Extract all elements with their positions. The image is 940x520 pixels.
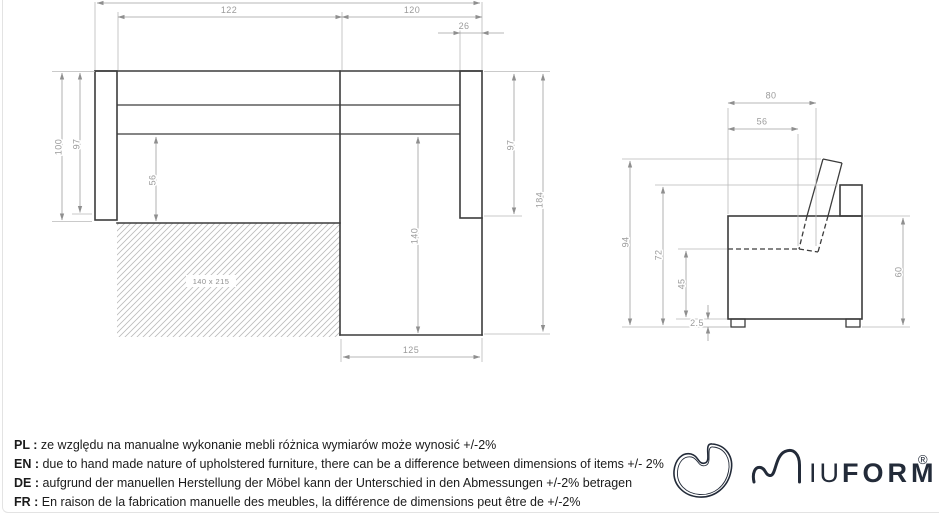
- back-panel: [839, 184, 863, 217]
- dim-label-chaise-width-bottom: 125: [403, 345, 419, 355]
- miuform-logo: IU FORM ®: [670, 434, 932, 510]
- miu-squiggle-m: [751, 449, 801, 484]
- dim-label-foot-height: 2.5: [690, 318, 704, 328]
- dim-label-left-depth-outer: 100: [54, 139, 64, 155]
- front-foot: [730, 318, 746, 328]
- dim-label-depth-total: 80: [766, 91, 777, 101]
- dim-label-total-depth: 184: [535, 192, 545, 208]
- dim-label-armrest-width: 26: [459, 21, 470, 31]
- dim-label-seat-depth: 56: [148, 175, 158, 186]
- dim-label-height-total: 94: [621, 237, 631, 248]
- logo-text-iu: IU: [809, 458, 842, 488]
- sofa-top-view: 122 120 26 100 97 56 140 97 184 125 140 …: [52, 0, 550, 362]
- disclaimer-text-de: aufgrund der manuellen Herstellung der M…: [42, 476, 633, 490]
- disclaimer-line-de: DE : aufgrund der manuellen Herstellung …: [14, 474, 664, 493]
- disclaimer-text-pl: ze względu na manualne wykonanie mebli r…: [40, 438, 497, 452]
- top-view-dimension-lines: [52, 0, 550, 362]
- registered-trademark-symbol: ®: [918, 452, 928, 467]
- side-view-dimension-labels: 80 56 94 72 45 2.5 60: [619, 89, 905, 330]
- logo-text-form: FORM: [842, 458, 932, 488]
- dim-label-chaise-width-top: 120: [404, 5, 420, 15]
- dim-label-left-depth-inner: 97: [72, 139, 82, 150]
- right-armrest: [459, 70, 483, 219]
- disclaimer-text-fr: En raison de la fabrication manuelle des…: [41, 495, 581, 509]
- disclaimer-lang-en: EN :: [14, 457, 39, 471]
- top-view-dimension-labels: 122 120 26 100 97 56 140 97 184 125 140 …: [52, 4, 546, 357]
- sofa-side-view: 80 56 94 72 45 2.5 60: [619, 89, 910, 341]
- dim-label-height-seat: 45: [677, 279, 687, 290]
- bed-area-label: 140 x 215: [193, 277, 230, 286]
- left-armrest: [94, 70, 118, 221]
- rear-foot: [845, 318, 861, 328]
- dim-label-side-seat-depth: 56: [757, 117, 768, 127]
- disclaimer-lang-pl: PL :: [14, 438, 38, 452]
- disclaimer-text-en: due to hand made nature of upholstered f…: [42, 457, 664, 471]
- disclaimer-lang-de: DE :: [14, 476, 39, 490]
- dim-label-chaise-inner-length: 140: [410, 228, 420, 244]
- headrest-cushion: [798, 158, 843, 253]
- bed-area-label-bg: [186, 275, 236, 287]
- disclaimer-lang-fr: FR :: [14, 495, 39, 509]
- disclaimer-line-en: EN : due to hand made nature of upholste…: [14, 455, 664, 474]
- side-view-dimension-lines: [622, 100, 910, 341]
- bean-logo-icon: [673, 443, 733, 498]
- furniture-dimension-drawing: 122 120 26 100 97 56 140 97 184 125 140 …: [52, 0, 910, 362]
- disclaimer-line-fr: FR : En raison de la fabrication manuell…: [14, 493, 664, 512]
- sofa-top-view-outline: [94, 70, 483, 336]
- dim-label-height-back: 72: [654, 250, 664, 261]
- dim-label-seat-width: 122: [221, 5, 237, 15]
- dim-label-height-arm: 60: [894, 267, 904, 278]
- sofa-side-view-outline: [727, 158, 863, 328]
- sofa-body: [727, 215, 863, 320]
- disclaimer-block: PL : ze względu na manualne wykonanie me…: [14, 436, 664, 512]
- dim-label-right-arm-depth: 97: [506, 140, 516, 151]
- disclaimer-line-pl: PL : ze względu na manualne wykonanie me…: [14, 436, 664, 455]
